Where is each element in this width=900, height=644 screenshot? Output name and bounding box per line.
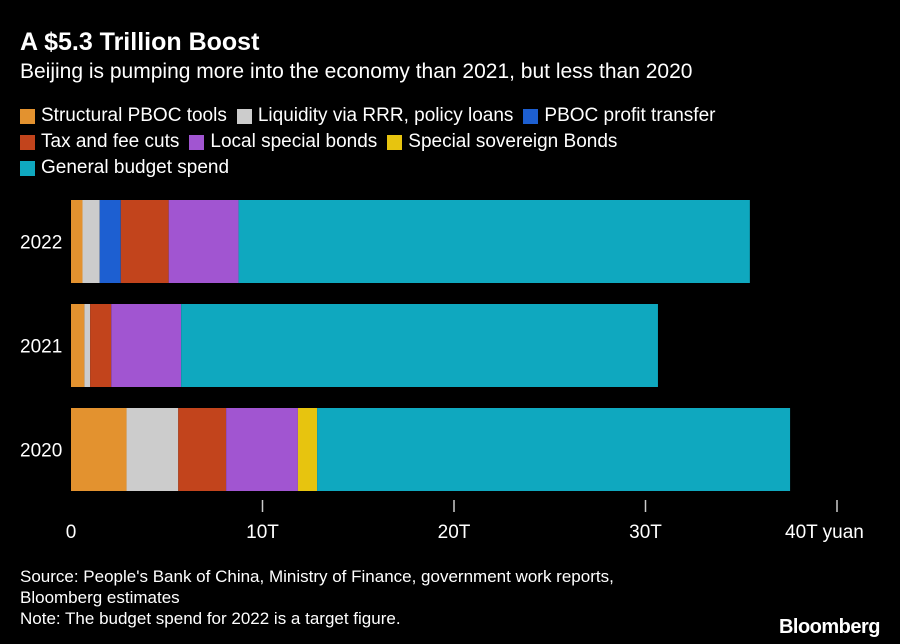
- chart-title: A $5.3 Trillion Boost: [20, 28, 260, 56]
- bar-segment: [238, 200, 750, 283]
- x-tick-label: 0: [66, 522, 77, 543]
- legend-swatch: [20, 134, 35, 150]
- bar-segment: [226, 408, 298, 491]
- legend-swatch: [20, 108, 35, 124]
- legend-row: Tax and fee cuts Local special bonds Spe…: [20, 129, 880, 155]
- bar-segment: [90, 304, 112, 387]
- bar-segment: [168, 200, 239, 283]
- chart-subtitle: Beijing is pumping more into the economy…: [20, 60, 693, 83]
- stacked-bar-chart: 2022 2021 2020 0 10T 20T 30T 40T yuan: [20, 200, 864, 543]
- legend-item-structural: Structural PBOC tools: [20, 105, 227, 127]
- bar-segment: [178, 408, 227, 491]
- bar-segment: [71, 304, 85, 387]
- legend-item-local-bonds: Local special bonds: [189, 131, 377, 153]
- legend-item-sovereign: Special sovereign Bonds: [387, 131, 617, 153]
- footnote: Note: The budget spend for 2022 is a tar…: [20, 609, 401, 628]
- legend-item-budget: General budget spend: [20, 157, 229, 179]
- legend-swatch: [387, 134, 403, 150]
- bar-segment: [99, 200, 121, 283]
- bar-segment: [111, 304, 182, 387]
- legend-label: Liquidity via RRR, policy loans: [257, 105, 514, 126]
- legend-swatch: [236, 108, 252, 124]
- legend-item-liquidity: Liquidity via RRR, policy loans: [236, 105, 514, 127]
- legend-swatch: [189, 134, 205, 150]
- x-tick-label: 10T: [246, 522, 279, 543]
- legend-label: Structural PBOC tools: [41, 105, 227, 126]
- legend-swatch: [20, 160, 35, 176]
- bloomberg-logo: Bloomberg: [778, 616, 881, 638]
- legend: Structural PBOC tools Liquidity via RRR,…: [20, 103, 880, 181]
- bar-segment: [181, 304, 658, 387]
- bar-segment: [126, 408, 179, 491]
- source-line: Bloomberg estimates: [20, 588, 180, 607]
- bar-segment: [82, 200, 100, 283]
- bar-segment: [71, 200, 83, 283]
- legend-item-pboc-profit: PBOC profit transfer: [523, 105, 715, 127]
- x-tick-label: 20T: [438, 522, 471, 543]
- source-note: Source: People's Bank of China, Ministry…: [20, 566, 740, 629]
- category-label: 2020: [20, 441, 62, 462]
- x-tick-label: 30T: [629, 522, 662, 543]
- legend-label: Local special bonds: [210, 131, 378, 152]
- bar-segment: [84, 304, 91, 387]
- bar-segment: [71, 408, 127, 491]
- legend-row: Structural PBOC tools Liquidity via RRR,…: [20, 103, 880, 129]
- legend-item-tax: Tax and fee cuts: [20, 131, 179, 153]
- legend-label: PBOC profit transfer: [544, 105, 716, 126]
- bar-segment: [297, 408, 318, 491]
- bar-segment: [317, 408, 791, 491]
- category-label: 2021: [20, 337, 62, 358]
- legend-label: General budget spend: [41, 157, 230, 178]
- legend-label: Tax and fee cuts: [41, 131, 180, 152]
- bar-segment: [120, 200, 169, 283]
- source-line: Source: People's Bank of China, Ministry…: [20, 567, 614, 586]
- legend-swatch: [523, 108, 539, 124]
- legend-label: Special sovereign Bonds: [408, 131, 618, 152]
- legend-row: General budget spend: [20, 155, 880, 181]
- category-label: 2022: [20, 233, 62, 254]
- x-tick-label: 40T yuan: [785, 522, 864, 543]
